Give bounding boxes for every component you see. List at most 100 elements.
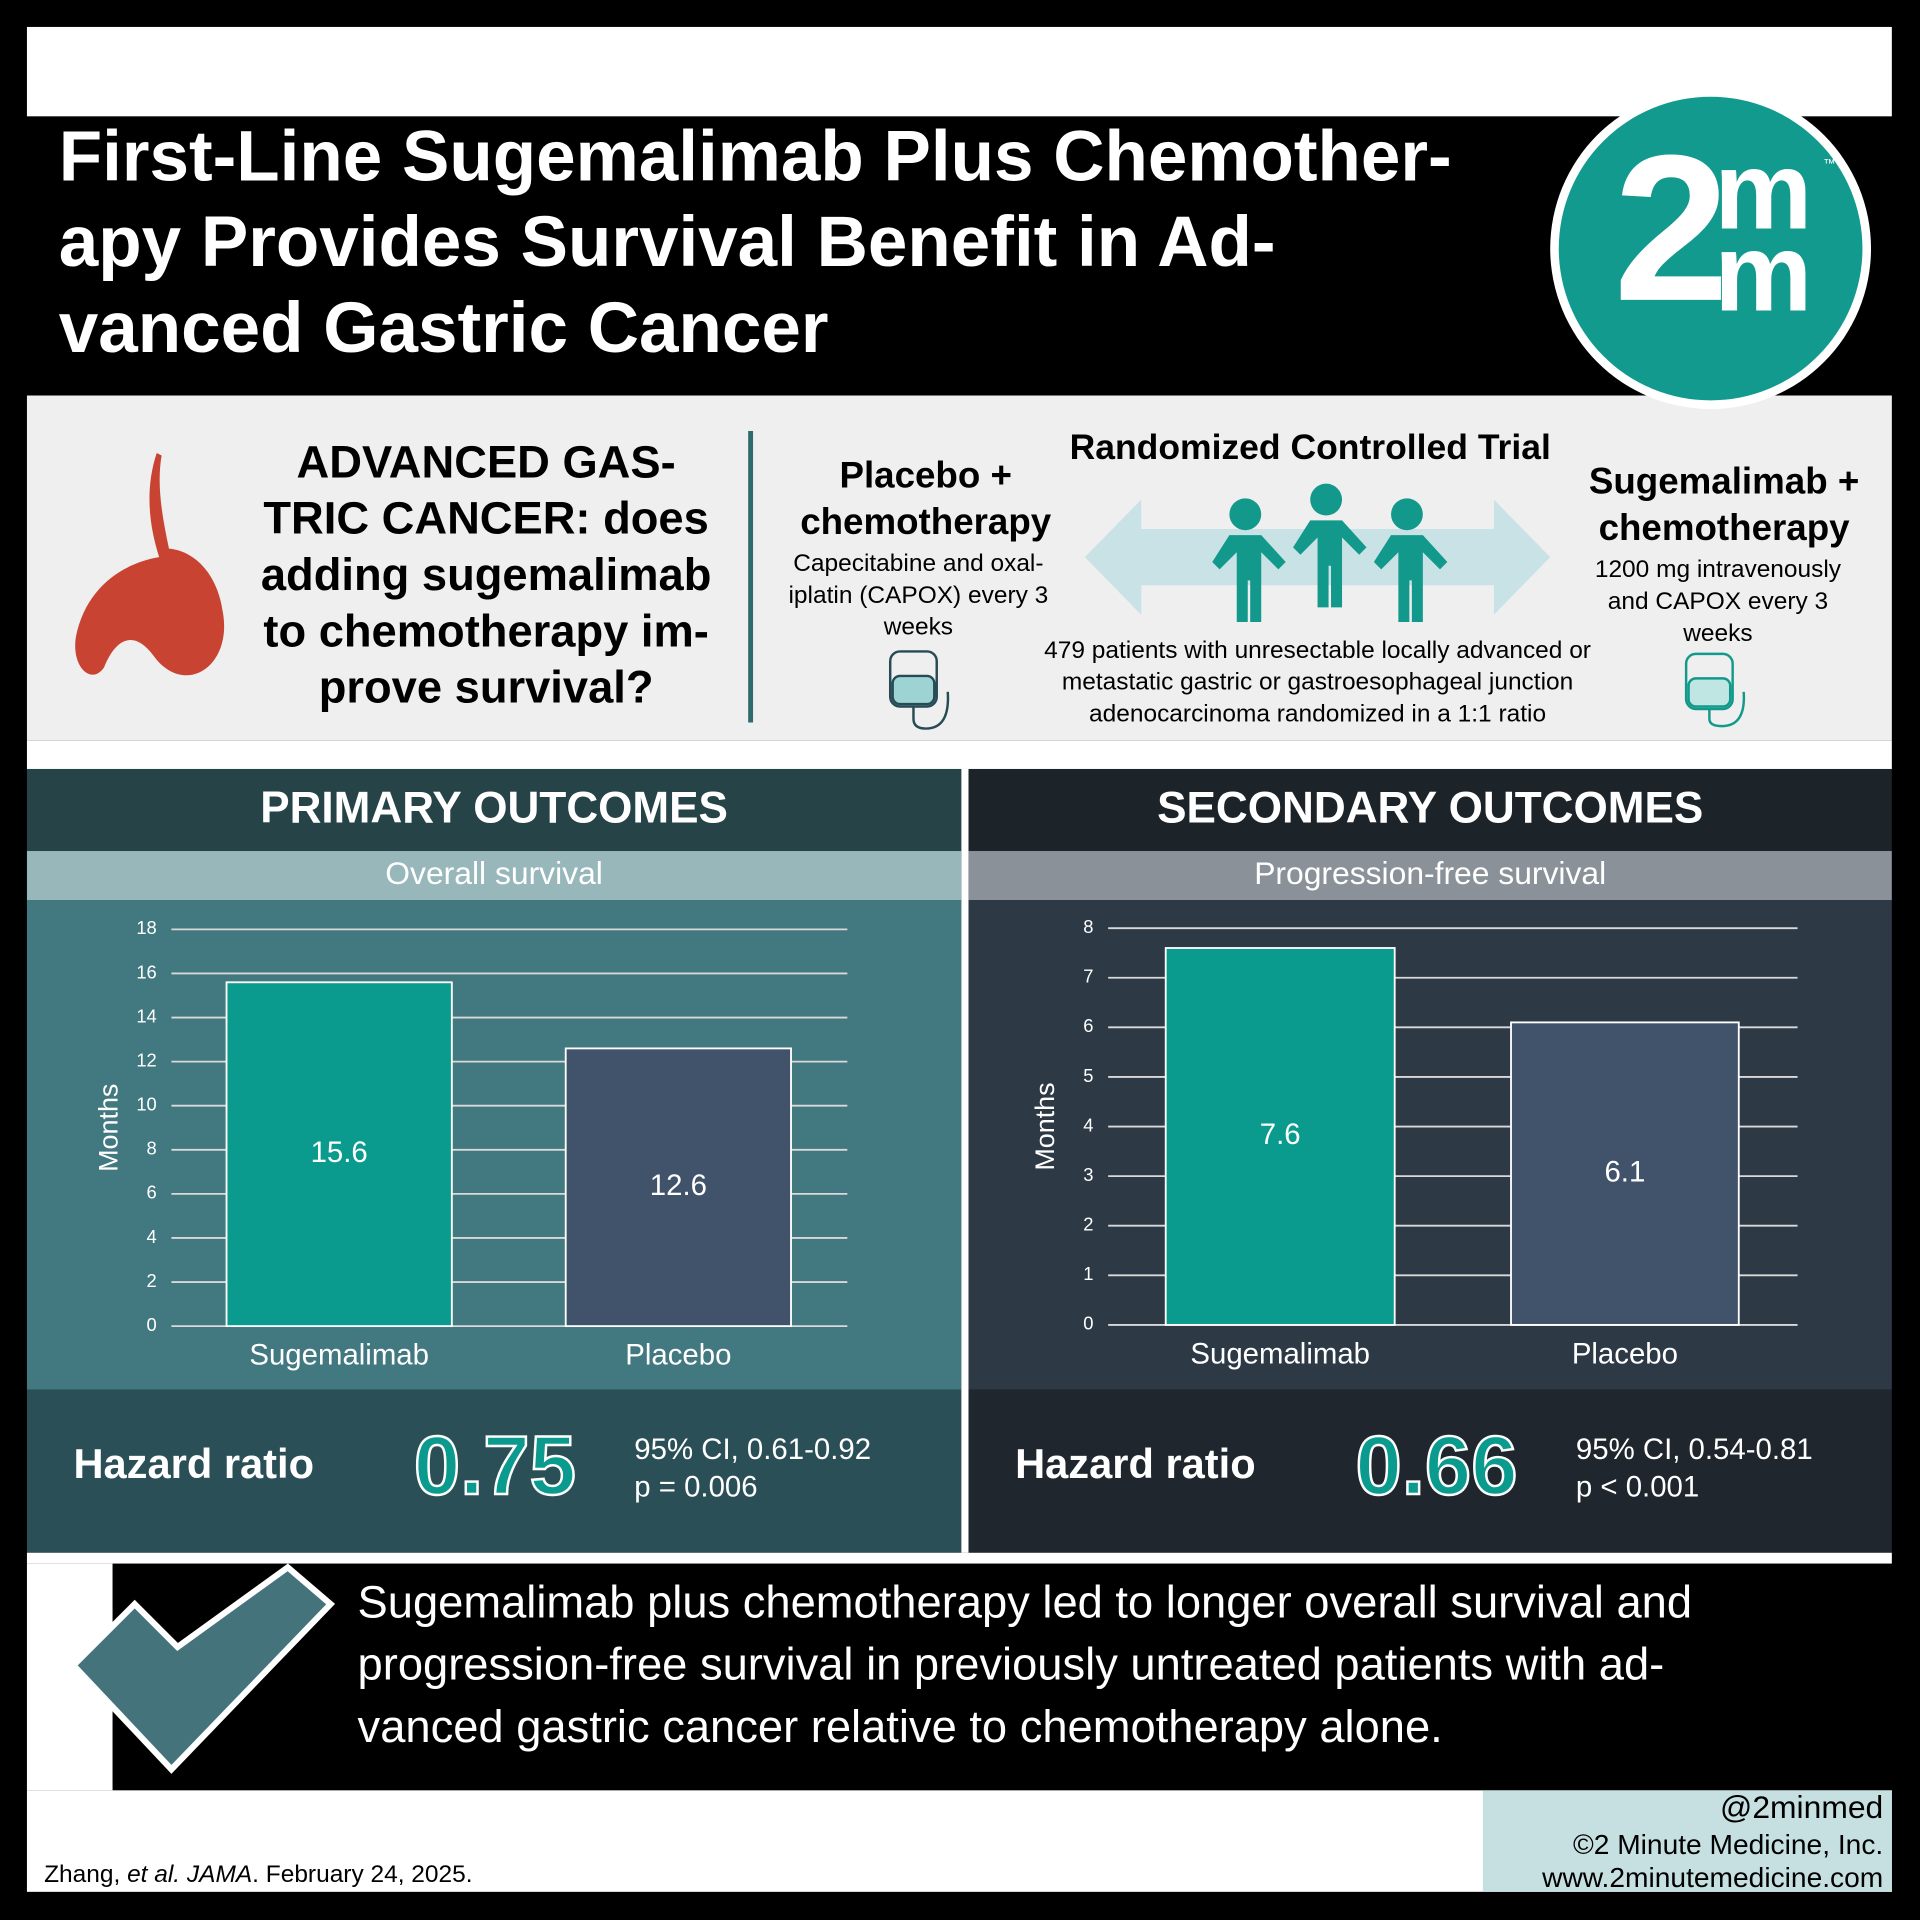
y-tick-label: 3 bbox=[1083, 1164, 1093, 1185]
x-tick-label: Placebo bbox=[625, 1339, 731, 1372]
people-icon bbox=[1212, 483, 1448, 623]
intro-band bbox=[26, 395, 1892, 741]
y-tick-label: 16 bbox=[136, 961, 156, 982]
y-tick-label: 2 bbox=[1083, 1214, 1093, 1235]
question-line: ADVANCED GAS- bbox=[297, 436, 676, 487]
hazard-ci: 95% CI, 0.54-0.81 bbox=[1576, 1433, 1813, 1466]
title-band bbox=[26, 116, 1546, 386]
y-tick-label: 2 bbox=[147, 1270, 157, 1291]
data-label: 12.6 bbox=[650, 1169, 707, 1202]
arm-detail: and CAPOX every 3 bbox=[1608, 588, 1828, 615]
arm-name: chemotherapy bbox=[800, 501, 1052, 542]
bar bbox=[1164, 947, 1396, 1326]
logo bbox=[1558, 96, 1863, 401]
bar bbox=[1510, 1021, 1740, 1326]
y-tick-label: 6 bbox=[147, 1182, 157, 1203]
question-line: prove survival? bbox=[319, 662, 654, 713]
y-tick-label: 8 bbox=[147, 1138, 157, 1159]
y-tick-label: 14 bbox=[136, 1005, 156, 1026]
section-title: SECONDARY OUTCOMES bbox=[1157, 783, 1703, 832]
y-tick-label: 10 bbox=[136, 1094, 156, 1115]
population-line: adenocarcinoma randomized in a 1:1 ratio bbox=[1089, 701, 1546, 728]
conclusion-line: progression-free survival in previously … bbox=[358, 1639, 1665, 1690]
chart-title: Overall survival bbox=[385, 855, 603, 891]
arm-detail: weeks bbox=[883, 614, 953, 641]
title-line: vanced Gastric Cancer bbox=[59, 289, 829, 368]
question-line: TRIC CANCER: does bbox=[263, 493, 708, 544]
arm-name: Placebo + bbox=[839, 454, 1011, 495]
data-label: 15.6 bbox=[311, 1136, 368, 1169]
y-tick-label: 5 bbox=[1083, 1065, 1093, 1086]
bar bbox=[564, 1047, 792, 1328]
section-header bbox=[968, 768, 1892, 852]
y-tick-label: 4 bbox=[1083, 1114, 1093, 1135]
chart-title-band bbox=[26, 851, 962, 900]
question-line: to chemotherapy im- bbox=[263, 605, 709, 656]
chart-area bbox=[968, 900, 1892, 1390]
bar bbox=[225, 981, 453, 1328]
conclusion-line: vanced gastric cancer relative to chemot… bbox=[358, 1701, 1443, 1752]
arm-name: Sugemalimab + bbox=[1589, 460, 1859, 501]
arm-name: chemotherapy bbox=[1599, 507, 1851, 548]
gap bbox=[26, 740, 1892, 769]
data-label: 7.6 bbox=[1260, 1118, 1301, 1151]
y-tick-label: 7 bbox=[1083, 966, 1093, 987]
hazard-label: Hazard ratio bbox=[1015, 1440, 1256, 1487]
top-strip bbox=[26, 26, 1892, 117]
arm-detail: 1200 mg intravenously bbox=[1595, 556, 1842, 583]
handle: @2minmed bbox=[1720, 1789, 1883, 1825]
y-tick-label: 18 bbox=[136, 917, 156, 938]
hazard-band bbox=[968, 1389, 1892, 1553]
stomach-icon bbox=[75, 453, 225, 676]
x-tick-label: Sugemalimab bbox=[1190, 1337, 1370, 1370]
y-tick-label: 0 bbox=[147, 1314, 157, 1335]
hazard-label: Hazard ratio bbox=[73, 1440, 314, 1487]
x-tick-label: Sugemalimab bbox=[249, 1339, 429, 1372]
x-tick-label: Placebo bbox=[1572, 1337, 1678, 1370]
y-tick-label: 12 bbox=[136, 1049, 156, 1070]
data-label: 6.1 bbox=[1604, 1155, 1645, 1188]
title-line: First-Line Sugemalimab Plus Chemother- bbox=[59, 117, 1452, 196]
hazard-p: p = 0.006 bbox=[634, 1471, 757, 1504]
y-axis-label: Months bbox=[93, 1084, 123, 1172]
logo-letter: m bbox=[1714, 130, 1812, 253]
chart-title: Progression-free survival bbox=[1254, 855, 1606, 891]
y-tick-label: 1 bbox=[1083, 1263, 1093, 1284]
y-tick-label: 4 bbox=[147, 1226, 157, 1247]
y-axis-label: Months bbox=[1030, 1082, 1060, 1170]
iv-bag-icon bbox=[888, 650, 950, 730]
logo-letter: m bbox=[1714, 212, 1812, 335]
section-title: PRIMARY OUTCOMES bbox=[260, 783, 728, 832]
hazard-p: p < 0.001 bbox=[1576, 1471, 1699, 1504]
arm-detail: iplatin (CAPOX) every 3 bbox=[789, 582, 1049, 609]
chart-area bbox=[26, 900, 962, 1390]
section-header bbox=[26, 768, 962, 852]
y-tick-label: 8 bbox=[1083, 916, 1093, 937]
conclusion-line: Sugemalimab plus chemotherapy led to lon… bbox=[358, 1576, 1692, 1627]
checkmark-icon bbox=[69, 1563, 336, 1774]
logo-number: 2 bbox=[1614, 113, 1730, 345]
population-line: 479 patients with unresectable locally a… bbox=[1044, 637, 1591, 664]
trial-heading: Randomized Controlled Trial bbox=[1070, 427, 1551, 467]
arm-detail: Capecitabine and oxal- bbox=[793, 550, 1043, 577]
arm-detail: weeks bbox=[1682, 620, 1752, 647]
chart-title-band bbox=[968, 851, 1892, 900]
footer-box bbox=[1482, 1790, 1892, 1892]
hazard-ci: 95% CI, 0.61-0.92 bbox=[634, 1433, 871, 1466]
citation-part: Zhang, bbox=[44, 1861, 127, 1888]
conclusion-box bbox=[112, 1563, 1892, 1791]
citation-part: . February 24, 2025. bbox=[252, 1861, 472, 1888]
title-line: apy Provides Survival Benefit in Ad- bbox=[59, 203, 1276, 282]
divider bbox=[961, 768, 969, 1553]
citation: Zhang, et al. JAMA. February 24, 2025. bbox=[44, 1861, 472, 1888]
hazard-value: 0.75 bbox=[414, 1419, 576, 1512]
hazard-band bbox=[26, 1389, 962, 1553]
y-tick-label: 0 bbox=[1083, 1313, 1093, 1334]
logo-tm: ™ bbox=[1823, 156, 1835, 170]
citation-part: et al. JAMA bbox=[127, 1861, 252, 1888]
y-tick-label: 6 bbox=[1083, 1015, 1093, 1036]
iv-bag-icon bbox=[1684, 652, 1746, 728]
question-line: adding sugemalimab bbox=[261, 549, 712, 600]
